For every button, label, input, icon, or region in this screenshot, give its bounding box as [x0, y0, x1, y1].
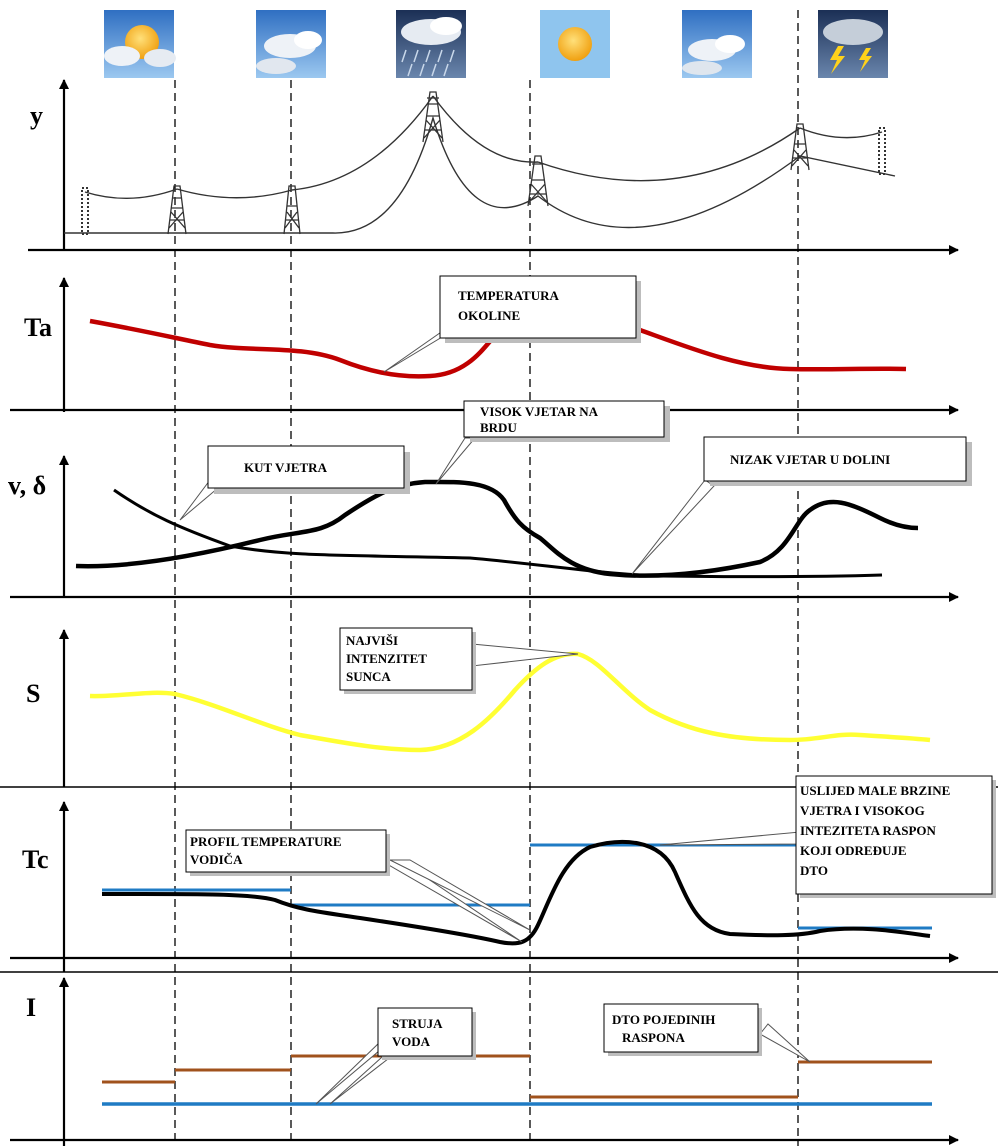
tower-icon: [81, 187, 89, 235]
wind-speed-curve: [75, 479, 919, 578]
tower-icon: [422, 91, 444, 143]
wind-angle-note: [207, 445, 405, 489]
wind-low-callout: NIZAK VJETAR U DOLINI: [631, 436, 972, 575]
rain-icon: [396, 10, 466, 78]
ta-axis-label: Ta: [24, 313, 52, 342]
tc-note-line-1: PROFIL TEMPERATURE: [190, 834, 342, 849]
conductor-temperature-panel: USLIJED MALE BRZINE VJETRA I VISOKOG INT…: [101, 775, 996, 946]
storm-icon: [818, 10, 888, 78]
cloudy-icon: [682, 10, 752, 78]
current-callout: STRUJA VODA: [315, 1007, 476, 1105]
ta-note-line-1: TEMPERATURA: [458, 288, 559, 303]
solar-panel: NAJVIŠI INTENZITET SUNCA: [89, 627, 931, 753]
dto-spans-note-line-1: DTO POJEDINIH: [612, 1012, 715, 1027]
wind-high-callout: VISOK VJETAR NA BRDU: [435, 400, 670, 485]
dto-note: [795, 775, 993, 895]
wind-low-note: [703, 436, 967, 482]
dto-note-line-3: INTEZITETA RASPON: [800, 823, 937, 838]
axis-labels: y Ta v, δ S Tc I: [8, 101, 52, 1022]
y-axis-label: y: [30, 101, 43, 130]
dto-note-line-4: KOJI ODREĐUJE: [800, 843, 907, 858]
sun-note: [339, 627, 473, 691]
cloudy-icon: [256, 10, 326, 78]
tc-callout: PROFIL TEMPERATURE VODIČA: [185, 829, 531, 943]
partly-sunny-icon: [104, 10, 176, 78]
solar-axis-label: S: [26, 679, 40, 708]
ta-note-line-2: OKOLINE: [458, 308, 520, 323]
wind-panel: KUT VJETRA VISOK VJETAR NA BRDU NIZAK VJ…: [75, 400, 972, 579]
conductor-temperature-curve: [101, 839, 931, 946]
tc-note: [185, 829, 387, 873]
dto-spans-note-line-2: RASPONA: [622, 1030, 685, 1045]
tc-axis-label: Tc: [22, 845, 49, 874]
wind-angle-curve: [113, 488, 883, 579]
dto-note-line-5: DTO: [800, 863, 828, 878]
axes: [10, 79, 959, 1146]
ambient-temperature-panel: TEMPERATURA OKOLINE: [89, 275, 907, 379]
tower-icon: [790, 123, 810, 171]
wind-high-note: [463, 400, 665, 438]
dto-note-line-1: USLIJED MALE BRZINE: [800, 783, 950, 798]
current-axis-label: I: [26, 993, 36, 1022]
line-profile: [64, 91, 896, 235]
tower-icon: [283, 185, 301, 235]
tower-icon: [167, 185, 187, 235]
current-note-line-2: VODA: [392, 1034, 431, 1049]
dto-spans-note: [603, 1003, 759, 1053]
weather-icon-row: [104, 10, 888, 78]
wind-angle-note-line-1: KUT VJETRA: [244, 460, 328, 475]
sun-icon: [540, 10, 610, 78]
dto-callout: USLIJED MALE BRZINE VJETRA I VISOKOG INT…: [659, 775, 996, 898]
sun-note-line-3: SUNCA: [346, 669, 391, 684]
ta-callout: TEMPERATURA OKOLINE: [383, 275, 641, 373]
solar-intensity-curve: [89, 651, 931, 753]
wind-low-note-line-1: NIZAK VJETAR U DOLINI: [730, 452, 890, 467]
sun-callout: NAJVIŠI INTENZITET SUNCA: [339, 627, 579, 694]
span-separators: [174, 10, 799, 1146]
dto-spans-callout: DTO POJEDINIH RASPONA: [603, 1003, 811, 1063]
current-note-line-1: STRUJA: [392, 1016, 443, 1031]
wind-axis-label: v, δ: [8, 471, 46, 500]
wind-high-note-line-1: VISOK VJETAR NA: [480, 404, 599, 419]
tc-note-line-2: VODIČA: [190, 852, 243, 867]
sun-note-line-2: INTENZITET: [346, 651, 427, 666]
wind-high-note-line-2: BRDU: [480, 420, 517, 435]
dto-note-line-2: VJETRA I VISOKOG: [800, 803, 925, 818]
wind-angle-callout: KUT VJETRA: [179, 445, 410, 521]
tower-icon: [527, 155, 549, 207]
sun-note-line-1: NAJVIŠI: [346, 633, 398, 648]
ambient-temperature-curve: [89, 318, 907, 379]
current-panel: STRUJA VODA DTO POJEDINIH RASPONA: [102, 1003, 932, 1106]
ta-note: [439, 275, 637, 339]
current-note: [377, 1007, 473, 1057]
tower-icon: [878, 127, 886, 175]
